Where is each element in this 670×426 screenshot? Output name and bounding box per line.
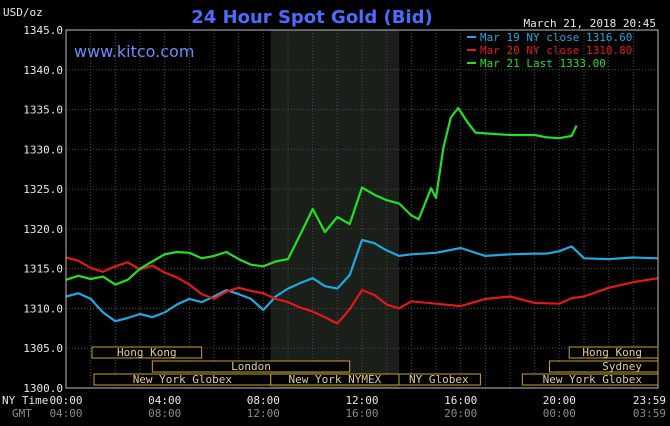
nymex-band <box>270 30 399 388</box>
x-tick-label-gmt: 03:59 <box>633 407 666 420</box>
x-tick-label-ny: 20:00 <box>543 394 576 407</box>
session-box <box>568 346 659 359</box>
x-tick-label-gmt: 12:00 <box>247 407 280 420</box>
x-tick-label-ny: 04:00 <box>148 394 181 407</box>
y-tick-label: 1330.0 <box>23 143 63 156</box>
y-tick-label: 1320.0 <box>23 223 63 236</box>
session-label: NY Globex <box>409 373 469 386</box>
series-line-1 <box>65 238 659 323</box>
y-tick-label: 1325.0 <box>23 183 63 196</box>
y-axis: 1300.0 1305.0 1310.0 1315.0 1320.0 1325.0 1330… <box>23 24 63 395</box>
session-label: Sydney <box>602 360 642 373</box>
chart-title: 24 Hour Spot Gold (Bid) <box>191 7 432 28</box>
y-tick-label: 1310.0 <box>23 302 63 315</box>
x-tick-label-ny: 23:59 <box>633 394 666 407</box>
y-tick-label: 1345.0 <box>23 24 63 37</box>
series-line-2 <box>65 256 659 325</box>
series-layer <box>65 106 659 325</box>
legend-entry: Mar 19 NY close 1316.60 <box>480 31 632 44</box>
x-tick-label-ny: 12:00 <box>345 394 378 407</box>
x-tick-label-ny: 00:00 <box>49 394 82 407</box>
x-tick-label-gmt: 08:00 <box>148 407 181 420</box>
session-box <box>521 373 659 386</box>
session-box <box>398 373 481 386</box>
plot-frame <box>65 29 659 389</box>
y-tick-label: 1335.0 <box>23 104 63 117</box>
session-label: New York NYMEX <box>289 373 382 386</box>
x-axis: NY Time GMT 00:0004:0004:0008:0008:0012:… <box>2 394 666 420</box>
y-tick-label: 1340.0 <box>23 64 63 77</box>
legend-entry: Mar 21 Last 1333.00 <box>480 57 606 70</box>
x-tick-label-gmt: 00:00 <box>543 407 576 420</box>
date-label: March 21, 2018 20:45 <box>524 17 656 30</box>
session-box <box>548 360 659 373</box>
site-label[interactable]: www.kitco.com <box>74 42 194 61</box>
x-tick-label-gmt: 20:00 <box>444 407 477 420</box>
session-label: Hong Kong <box>117 346 177 359</box>
legend-entry: Mar 20 NY close 1310.80 <box>480 44 632 57</box>
units-label: USD/oz <box>3 6 43 19</box>
y-tick-label: 1315.0 <box>23 263 63 276</box>
session-box <box>91 346 203 359</box>
session-label: Hong Kong <box>582 346 642 359</box>
plot-area: 1300.0 1305.0 1310.0 1315.0 1320.0 1325.0 1330… <box>23 24 659 395</box>
x-tick-label-gmt: 04:00 <box>49 407 82 420</box>
x-tick-label-gmt: 16:00 <box>345 407 378 420</box>
session-label: New York Globex <box>133 373 233 386</box>
x-tick-label-ny: 08:00 <box>247 394 280 407</box>
x-tick-label-ny: 16:00 <box>444 394 477 407</box>
ny-time-label: NY Time <box>2 394 48 407</box>
series-line-3 <box>65 106 578 286</box>
gmt-label: GMT <box>12 407 32 420</box>
session-label: New York Globex <box>543 373 643 386</box>
y-tick-label: 1300.0 <box>23 382 63 395</box>
session-label: London <box>231 360 271 373</box>
session-box <box>151 360 351 373</box>
y-tick-label: 1305.0 <box>23 342 63 355</box>
